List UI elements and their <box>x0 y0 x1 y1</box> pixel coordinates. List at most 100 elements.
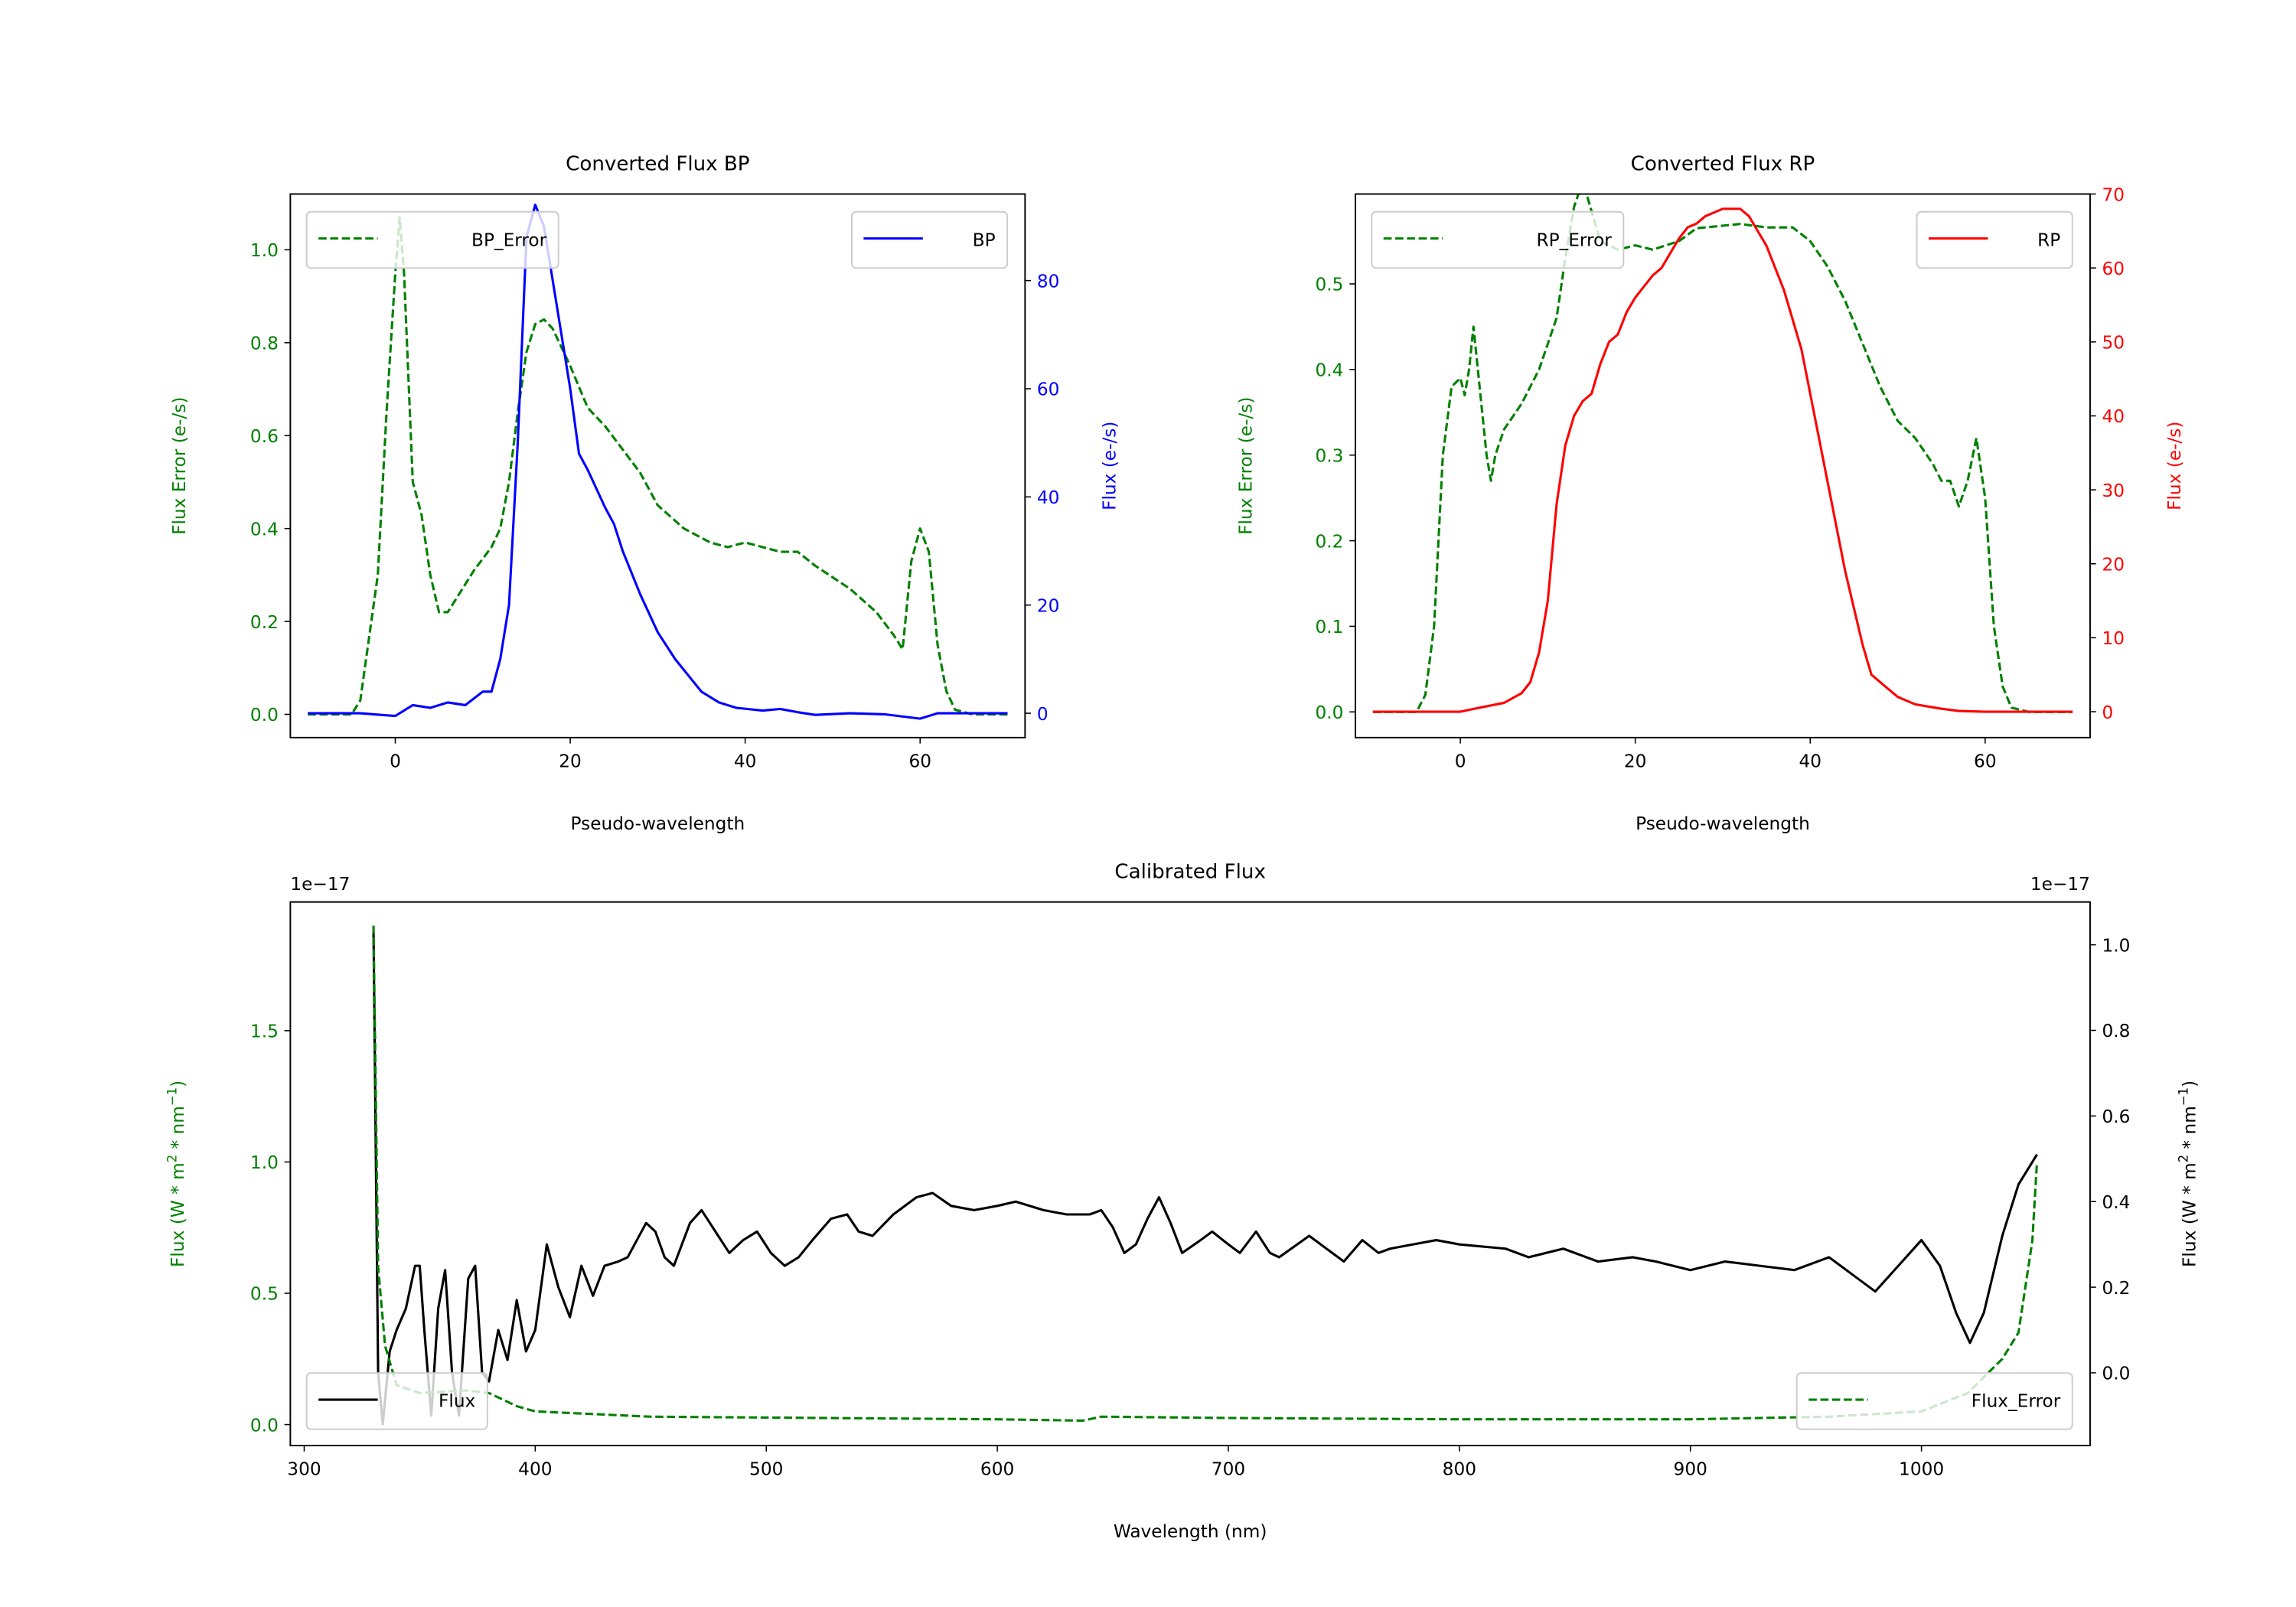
legend-left: Flux <box>305 1372 488 1430</box>
y-right-tick-label: 10 <box>2102 628 2125 649</box>
legend-box <box>305 1372 488 1430</box>
offset-text-left: 1e−17 <box>290 874 350 895</box>
y-right-tick-label: 20 <box>1037 595 1060 616</box>
y-left-tick-label: 1.0 <box>250 1152 279 1173</box>
label-part: Flux (W * m <box>168 1162 188 1267</box>
y-left-tick-label: 0.4 <box>1316 360 1344 381</box>
subplot-3: 300 400 500 600 700 800 900 1000 0.0 0.5 1.0 1.5 0.0… <box>165 861 2200 1542</box>
x-tick-label: 20 <box>1624 751 1647 772</box>
y-left-tick-label: 0.6 <box>250 426 279 447</box>
axes-frame <box>289 193 1026 738</box>
y-right-tick-label: 1.0 <box>2102 935 2130 956</box>
legend-right: BP <box>850 210 1009 269</box>
y-left-tick-label: 0.8 <box>250 334 279 354</box>
legend-label: RP_Error <box>1536 230 1612 250</box>
x-tick-label: 0 <box>1455 751 1466 772</box>
x-tick-label: 300 <box>287 1459 321 1480</box>
x-tick-label: 400 <box>518 1459 552 1480</box>
y-right-tick-label: 80 <box>1037 271 1060 292</box>
y-right-tick-label: 0 <box>2102 702 2113 723</box>
y-right-axis-label: Flux (e-/s) <box>2164 422 2185 510</box>
x-tick-label: 20 <box>559 751 582 772</box>
legend-box <box>850 210 1009 269</box>
y-right-tick-label: 20 <box>2102 554 2125 575</box>
y-right-tick-label: 70 <box>2102 184 2125 205</box>
y-right-tick-label: 40 <box>2102 406 2125 427</box>
x-tick-label: 0 <box>390 751 401 772</box>
y-left-tick-label: 0.0 <box>250 1415 279 1436</box>
legend-box <box>305 210 559 269</box>
y-left-tick-label: 1.5 <box>250 1022 279 1042</box>
legend-right: RP <box>1916 210 2073 269</box>
legend-label: Flux <box>439 1391 475 1412</box>
x-axis-label: Wavelength (nm) <box>1114 1521 1267 1542</box>
x-tick-label: 700 <box>1212 1459 1245 1480</box>
y-right-axis-label: Flux (W * m2 * nm−1) <box>2177 1081 2200 1267</box>
y-left-tick-label: 0.5 <box>1316 275 1344 295</box>
y-left-tick-label: 0.3 <box>1316 445 1344 466</box>
superscript: 2 <box>2177 1155 2191 1162</box>
y-left-axis-label: Flux Error (e-/s) <box>169 397 190 535</box>
label-part: * nm <box>2179 1106 2200 1155</box>
y-right-tick-label: 30 <box>2102 481 2125 501</box>
series-line-rp <box>1372 207 2073 713</box>
offset-text-right: 1e−17 <box>2030 874 2090 895</box>
y-right-tick-label: 50 <box>2102 333 2125 354</box>
legend-right: Flux_Error <box>1795 1372 2073 1430</box>
label-part: * nm <box>168 1106 188 1155</box>
axes-frame <box>289 901 2091 1446</box>
superscript: −1 <box>2177 1087 2191 1106</box>
y-right-tick-label: 0.8 <box>2102 1021 2130 1041</box>
legend-box <box>1795 1372 2073 1430</box>
superscript: 2 <box>165 1155 179 1162</box>
series-line-rp-error <box>1372 194 2073 713</box>
label-part: ) <box>168 1081 188 1087</box>
y-left-tick-label: 0.4 <box>250 519 279 539</box>
y-left-axis-label: Flux (W * m2 * nm−1) <box>165 1081 188 1267</box>
legend-box <box>1371 210 1625 269</box>
legend-label: BP <box>973 230 996 250</box>
x-tick-label: 1000 <box>1899 1459 1944 1480</box>
x-tick-label: 60 <box>1974 751 1997 772</box>
x-tick-label: 600 <box>980 1459 1014 1480</box>
y-right-tick-label: 60 <box>1037 380 1060 400</box>
y-right-tick-label: 0.0 <box>2102 1364 2130 1384</box>
y-left-axis-label: Flux Error (e-/s) <box>1235 397 1256 535</box>
y-left-tick-label: 0.0 <box>1316 702 1344 723</box>
subplot-2: 0 20 40 60 0.0 0.1 0.2 0.3 0.4 0.5 0 10 20 30 40 50 60 70… <box>1235 153 2185 834</box>
legend-label: BP_Error <box>471 230 547 250</box>
y-right-tick-label: 40 <box>1037 487 1060 508</box>
legend-label: RP <box>2037 230 2060 250</box>
chart-title: Converted Flux RP <box>1631 153 1815 176</box>
y-right-tick-label: 0.4 <box>2102 1192 2130 1213</box>
x-axis-label: Pseudo-wavelength <box>1636 813 1810 834</box>
axes-frame <box>1355 193 2091 738</box>
y-left-tick-label: 0.2 <box>250 612 279 633</box>
series-line-bp-error <box>308 216 1008 716</box>
label-part: Flux (W * m <box>2179 1162 2200 1267</box>
x-axis-label: Pseudo-wavelength <box>571 813 745 834</box>
x-tick-label: 900 <box>1674 1459 1707 1480</box>
x-tick-label: 40 <box>734 751 757 772</box>
series-line-bp <box>308 204 1008 720</box>
y-left-tick-label: 0.1 <box>1316 617 1344 637</box>
y-left-tick-label: 0.2 <box>1316 531 1344 552</box>
y-right-axis-label: Flux (e-/s) <box>1099 422 1120 510</box>
chart-title: Calibrated Flux <box>1114 861 1266 884</box>
y-left-tick-label: 0.5 <box>250 1284 279 1305</box>
y-right-tick-label: 60 <box>2102 259 2125 279</box>
y-right-tick-label: 0 <box>1037 704 1049 725</box>
series-line-flux-error <box>372 925 2039 1422</box>
x-tick-label: 800 <box>1443 1459 1476 1480</box>
x-tick-label: 40 <box>1799 751 1821 772</box>
superscript: −1 <box>165 1087 179 1106</box>
y-right-tick-label: 0.6 <box>2102 1107 2130 1127</box>
label-part: ) <box>2179 1081 2200 1087</box>
subplot-1: 0 20 40 60 0.0 0.2 0.4 0.6 0.8 1.0 0 20 40 60 80 Conver… <box>169 153 1120 834</box>
x-tick-label: 60 <box>908 751 931 772</box>
legend-box <box>1916 210 2073 269</box>
x-tick-label: 500 <box>749 1459 783 1480</box>
chart-title: Converted Flux BP <box>566 153 749 176</box>
legend-label: Flux_Error <box>1971 1391 2061 1412</box>
